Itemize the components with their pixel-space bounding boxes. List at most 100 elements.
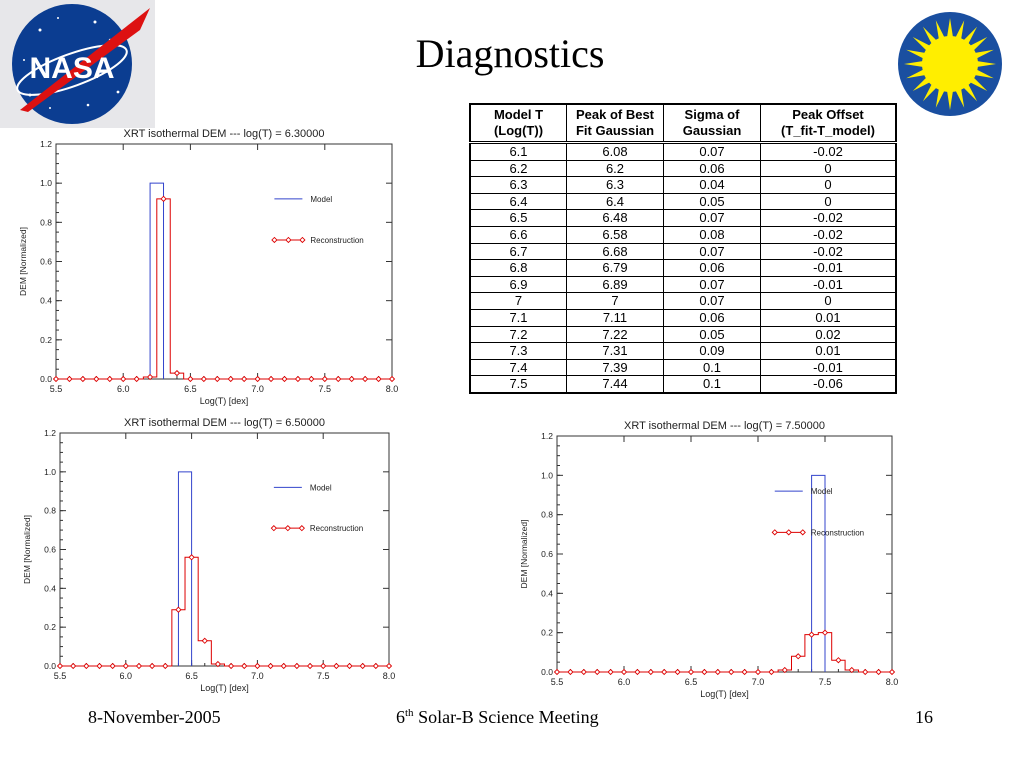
table-cell: 7.2	[469, 325, 567, 344]
reconstruction-line	[557, 632, 892, 673]
x-tick-label: 5.5	[551, 677, 564, 687]
y-tick-label: 0.2	[44, 622, 56, 632]
reconstruction-point	[52, 375, 60, 383]
reconstruction-point	[321, 375, 328, 383]
sun-ray	[935, 87, 945, 108]
table-cell: 0.07	[663, 242, 761, 261]
reconstruction-point	[647, 668, 654, 676]
table-header-line: (Log(T))	[493, 123, 544, 138]
table-cell: 6.79	[566, 259, 664, 277]
nasa-logo-text: NASA	[29, 52, 114, 85]
reconstruction-point	[56, 662, 64, 670]
table-header-row: Model T (Log(T)) Peak of Best Fit Gaussian S…	[469, 103, 897, 144]
y-tick-label: 1.0	[40, 178, 52, 188]
reconstruction-point	[375, 375, 382, 383]
reconstruction-point	[146, 373, 154, 381]
legend-reconstruction-label: Reconstruction	[310, 236, 363, 245]
table-cell: 7.39	[566, 358, 664, 377]
reconstruction-point	[607, 668, 614, 676]
reconstruction-point	[293, 662, 301, 670]
plot-frame	[59, 432, 390, 667]
reconstruction-point	[333, 662, 340, 670]
reconstruction-point	[227, 662, 235, 670]
reconstruction-point	[175, 606, 182, 613]
reconstruction-point	[821, 629, 829, 636]
table-cell: 0.01	[760, 308, 897, 327]
reconstruction-point	[567, 668, 574, 676]
reconstruction-point	[728, 668, 735, 676]
table-cell: 0.02	[760, 325, 897, 344]
reconstruction-point	[227, 375, 234, 383]
legend-reconstruction-marker	[771, 529, 778, 536]
x-tick-label: 8.0	[386, 384, 399, 394]
table-row: 6.1 6.08 0.07 -0.02	[469, 142, 897, 161]
x-tick-label: 6.5	[185, 671, 198, 681]
table-cell: 0.07	[663, 142, 761, 161]
y-axis-label: DEM [Normalized]	[18, 227, 28, 296]
y-tick-label: 1.0	[44, 467, 56, 477]
y-tick-label: 0.4	[40, 296, 52, 306]
table-row: 6.2 6.2 0.06 0	[469, 159, 897, 178]
reconstruction-point	[687, 668, 695, 676]
reconstruction-point	[135, 662, 143, 670]
sun-ray	[935, 20, 945, 41]
sun-ray	[973, 69, 994, 79]
table-cell: 7.11	[566, 308, 664, 327]
sun-ray	[906, 49, 927, 59]
x-tick-label: 7.5	[819, 677, 832, 687]
table-cell: 0.06	[663, 159, 761, 178]
legend-reconstruction-marker	[271, 236, 278, 244]
reconstruction-point	[120, 375, 127, 383]
table-cell: -0.02	[760, 142, 897, 161]
table-cell: 7.22	[566, 325, 664, 344]
y-tick-label: 0.8	[541, 510, 553, 520]
table-header-line: Gaussian	[682, 123, 742, 138]
table-cell: 6.3	[469, 176, 567, 194]
reconstruction-point	[741, 668, 748, 676]
table-cell: 7.44	[566, 375, 664, 394]
table-cell: 0.07	[663, 275, 761, 294]
nasa-logo: NASA	[0, 0, 155, 128]
reconstruction-point	[93, 375, 100, 383]
table-header-line: Model T	[493, 107, 544, 122]
y-tick-label: 0.2	[40, 335, 52, 345]
reconstruction-point	[674, 668, 681, 676]
table-cell: -0.01	[760, 358, 897, 377]
reconstruction-point	[634, 668, 641, 676]
table-cell: 0.07	[663, 209, 761, 227]
table-row: 7.1 7.11 0.06 0.01	[469, 308, 897, 327]
reconstruction-point	[348, 375, 355, 383]
model-bar	[149, 182, 165, 379]
x-tick-label: 5.5	[54, 671, 67, 681]
reconstruction-line	[60, 556, 389, 667]
table-cell: 6.89	[566, 275, 664, 294]
reconstruction-point	[201, 637, 208, 644]
reconstruction-point	[133, 375, 140, 383]
reconstruction-point	[241, 662, 248, 670]
table-cell: 7	[566, 292, 664, 310]
meeting-number-suffix: th	[405, 707, 414, 719]
table-row: 6.6 6.58 0.08 -0.02	[469, 225, 897, 244]
legend-reconstruction-marker	[785, 529, 792, 536]
y-tick-label: 1.2	[40, 139, 52, 149]
table-cell: 7.3	[469, 342, 567, 360]
table-header-cell: Sigma of Gaussian	[663, 103, 761, 144]
table-body: 6.1 6.08 0.07 -0.02 6.2 6.2 0.06 0 6.3 6.3 0.04 0 6.…	[469, 142, 897, 394]
table-header-line: Fit Gaussian	[575, 123, 655, 138]
x-tick-label: 6.5	[184, 384, 197, 394]
legend-reconstruction-marker	[298, 525, 305, 532]
sun-ray	[922, 83, 938, 102]
y-tick-label: 0.0	[541, 667, 553, 677]
reconstruction-point	[160, 195, 167, 202]
x-tick-label: 7.0	[251, 384, 264, 394]
x-tick-label: 5.5	[50, 384, 63, 394]
table-cell: 0.1	[663, 358, 761, 377]
y-axis-label: DEM [Normalized]	[22, 515, 32, 584]
table-cell: 6.2	[566, 159, 664, 178]
x-axis-label: Log(T) [dex]	[200, 396, 249, 406]
table-cell: 6.2	[469, 159, 567, 178]
sun-ray	[955, 87, 965, 108]
table-cell: 0.07	[663, 292, 761, 310]
legend-reconstruction-label: Reconstruction	[310, 524, 363, 533]
x-tick-label: 6.0	[117, 384, 130, 394]
